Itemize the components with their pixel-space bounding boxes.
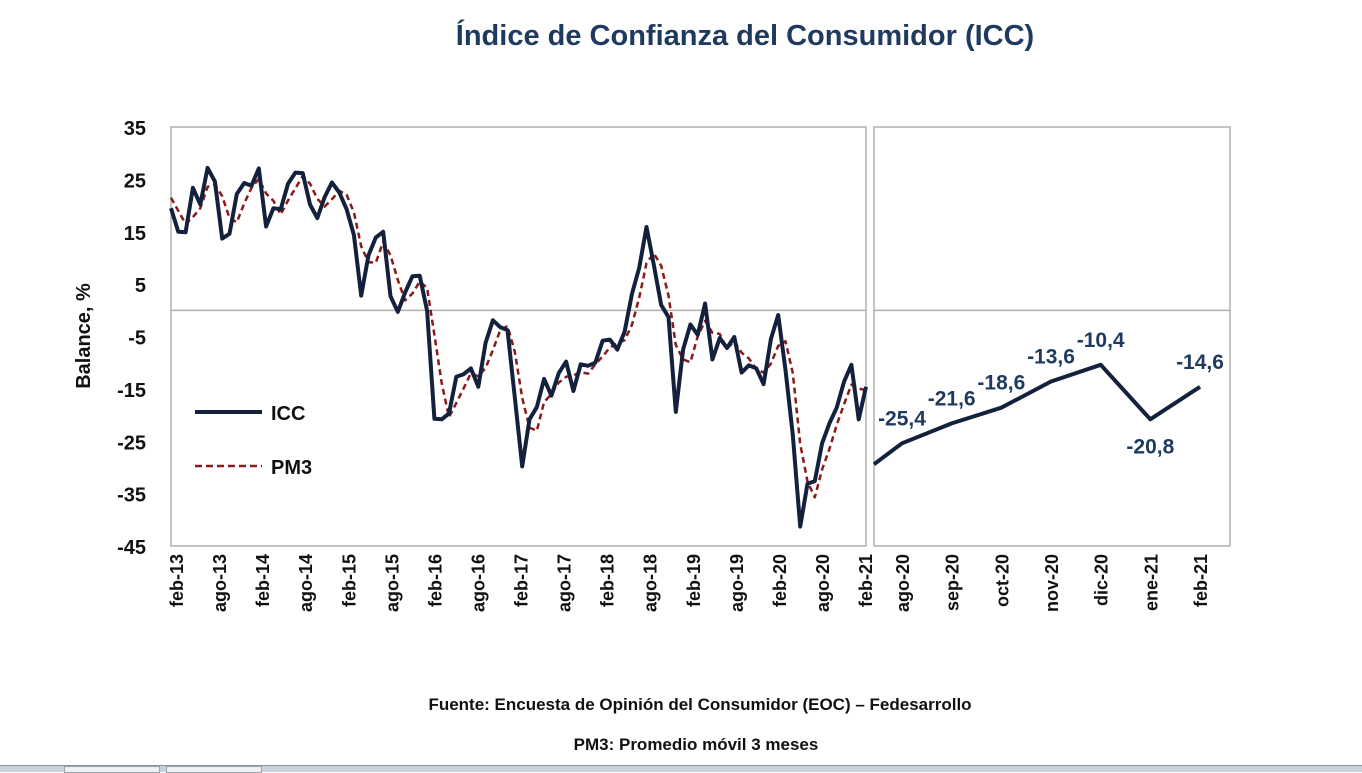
x-tick-label-recent: feb-21 — [1191, 554, 1211, 607]
y-axis-label: Balance, % — [73, 283, 95, 389]
x-tick-label-recent: dic-20 — [1092, 554, 1112, 606]
x-tick-label-recent: nov-20 — [1042, 554, 1062, 612]
x-tick-label: feb-18 — [598, 554, 618, 607]
x-tick-label: ago-13 — [210, 554, 230, 612]
x-tick-label: ago-15 — [382, 554, 402, 612]
x-tick-label: feb-19 — [684, 554, 704, 607]
taskbar — [0, 765, 1362, 772]
data-label: -10,4 — [1077, 329, 1125, 352]
x-tick-label: ago-18 — [641, 554, 661, 612]
x-tick-label: feb-15 — [339, 554, 359, 607]
data-label: -21,6 — [928, 387, 976, 410]
y-tick-label: -25 — [117, 432, 146, 454]
data-label: -13,6 — [1027, 346, 1075, 369]
x-tick-label-recent: sep-20 — [943, 554, 963, 611]
icc-recent-line — [872, 362, 1202, 466]
pm3-note: PM3: Promedio móvil 3 meses — [573, 735, 819, 754]
x-tick-label: ago-16 — [468, 554, 488, 612]
data-label: -14,6 — [1176, 351, 1224, 374]
x-tick-label: ago-20 — [813, 554, 833, 612]
legend-icc-label: ICC — [271, 403, 305, 425]
x-tick-label-recent: oct-20 — [992, 554, 1012, 607]
left-plot-frame — [170, 126, 867, 547]
y-tick-label: -45 — [117, 537, 146, 559]
x-tick-label: feb-17 — [512, 554, 532, 607]
x-tick-label: feb-16 — [425, 554, 445, 607]
y-tick-label: 5 — [135, 275, 146, 297]
legend-pm3-label: PM3 — [271, 457, 312, 479]
right-plot-frame — [873, 126, 1231, 547]
x-tick-label: feb-20 — [770, 554, 790, 607]
y-tick-label: -35 — [117, 485, 146, 507]
y-tick-label: -5 — [128, 328, 146, 350]
x-tick-label-recent: ago-20 — [893, 554, 913, 612]
x-tick-label: feb-14 — [253, 554, 273, 607]
y-tick-label: 35 — [124, 118, 146, 140]
x-tick-label: ago-17 — [555, 554, 575, 612]
source-note: Fuente: Encuesta de Opinión del Consumid… — [428, 695, 972, 714]
data-label: -18,6 — [977, 372, 1025, 395]
x-tick-label: feb-13 — [167, 554, 187, 607]
chart-canvas: 35 25 15 5 -5 -15 -25 -35 -45 Balance, % feb-13 ago… — [73, 118, 1231, 612]
data-label: -20,8 — [1126, 435, 1174, 458]
y-tick-label: 25 — [124, 170, 146, 192]
taskbar-tab[interactable] — [64, 766, 160, 773]
x-tick-label-recent: ene-21 — [1141, 554, 1161, 611]
x-tick-label: ago-19 — [727, 554, 747, 612]
chart-title: Índice de Confianza del Consumidor (ICC) — [455, 20, 1035, 52]
taskbar-tab[interactable] — [166, 766, 262, 773]
icc-series-line — [169, 165, 868, 529]
x-tick-label: feb-21 — [856, 554, 876, 607]
y-tick-label: -15 — [117, 380, 146, 402]
x-tick-label: ago-14 — [296, 554, 316, 612]
pm3-series-line — [169, 174, 867, 499]
y-tick-label: 15 — [124, 223, 146, 245]
data-label: -25,4 — [878, 407, 926, 430]
